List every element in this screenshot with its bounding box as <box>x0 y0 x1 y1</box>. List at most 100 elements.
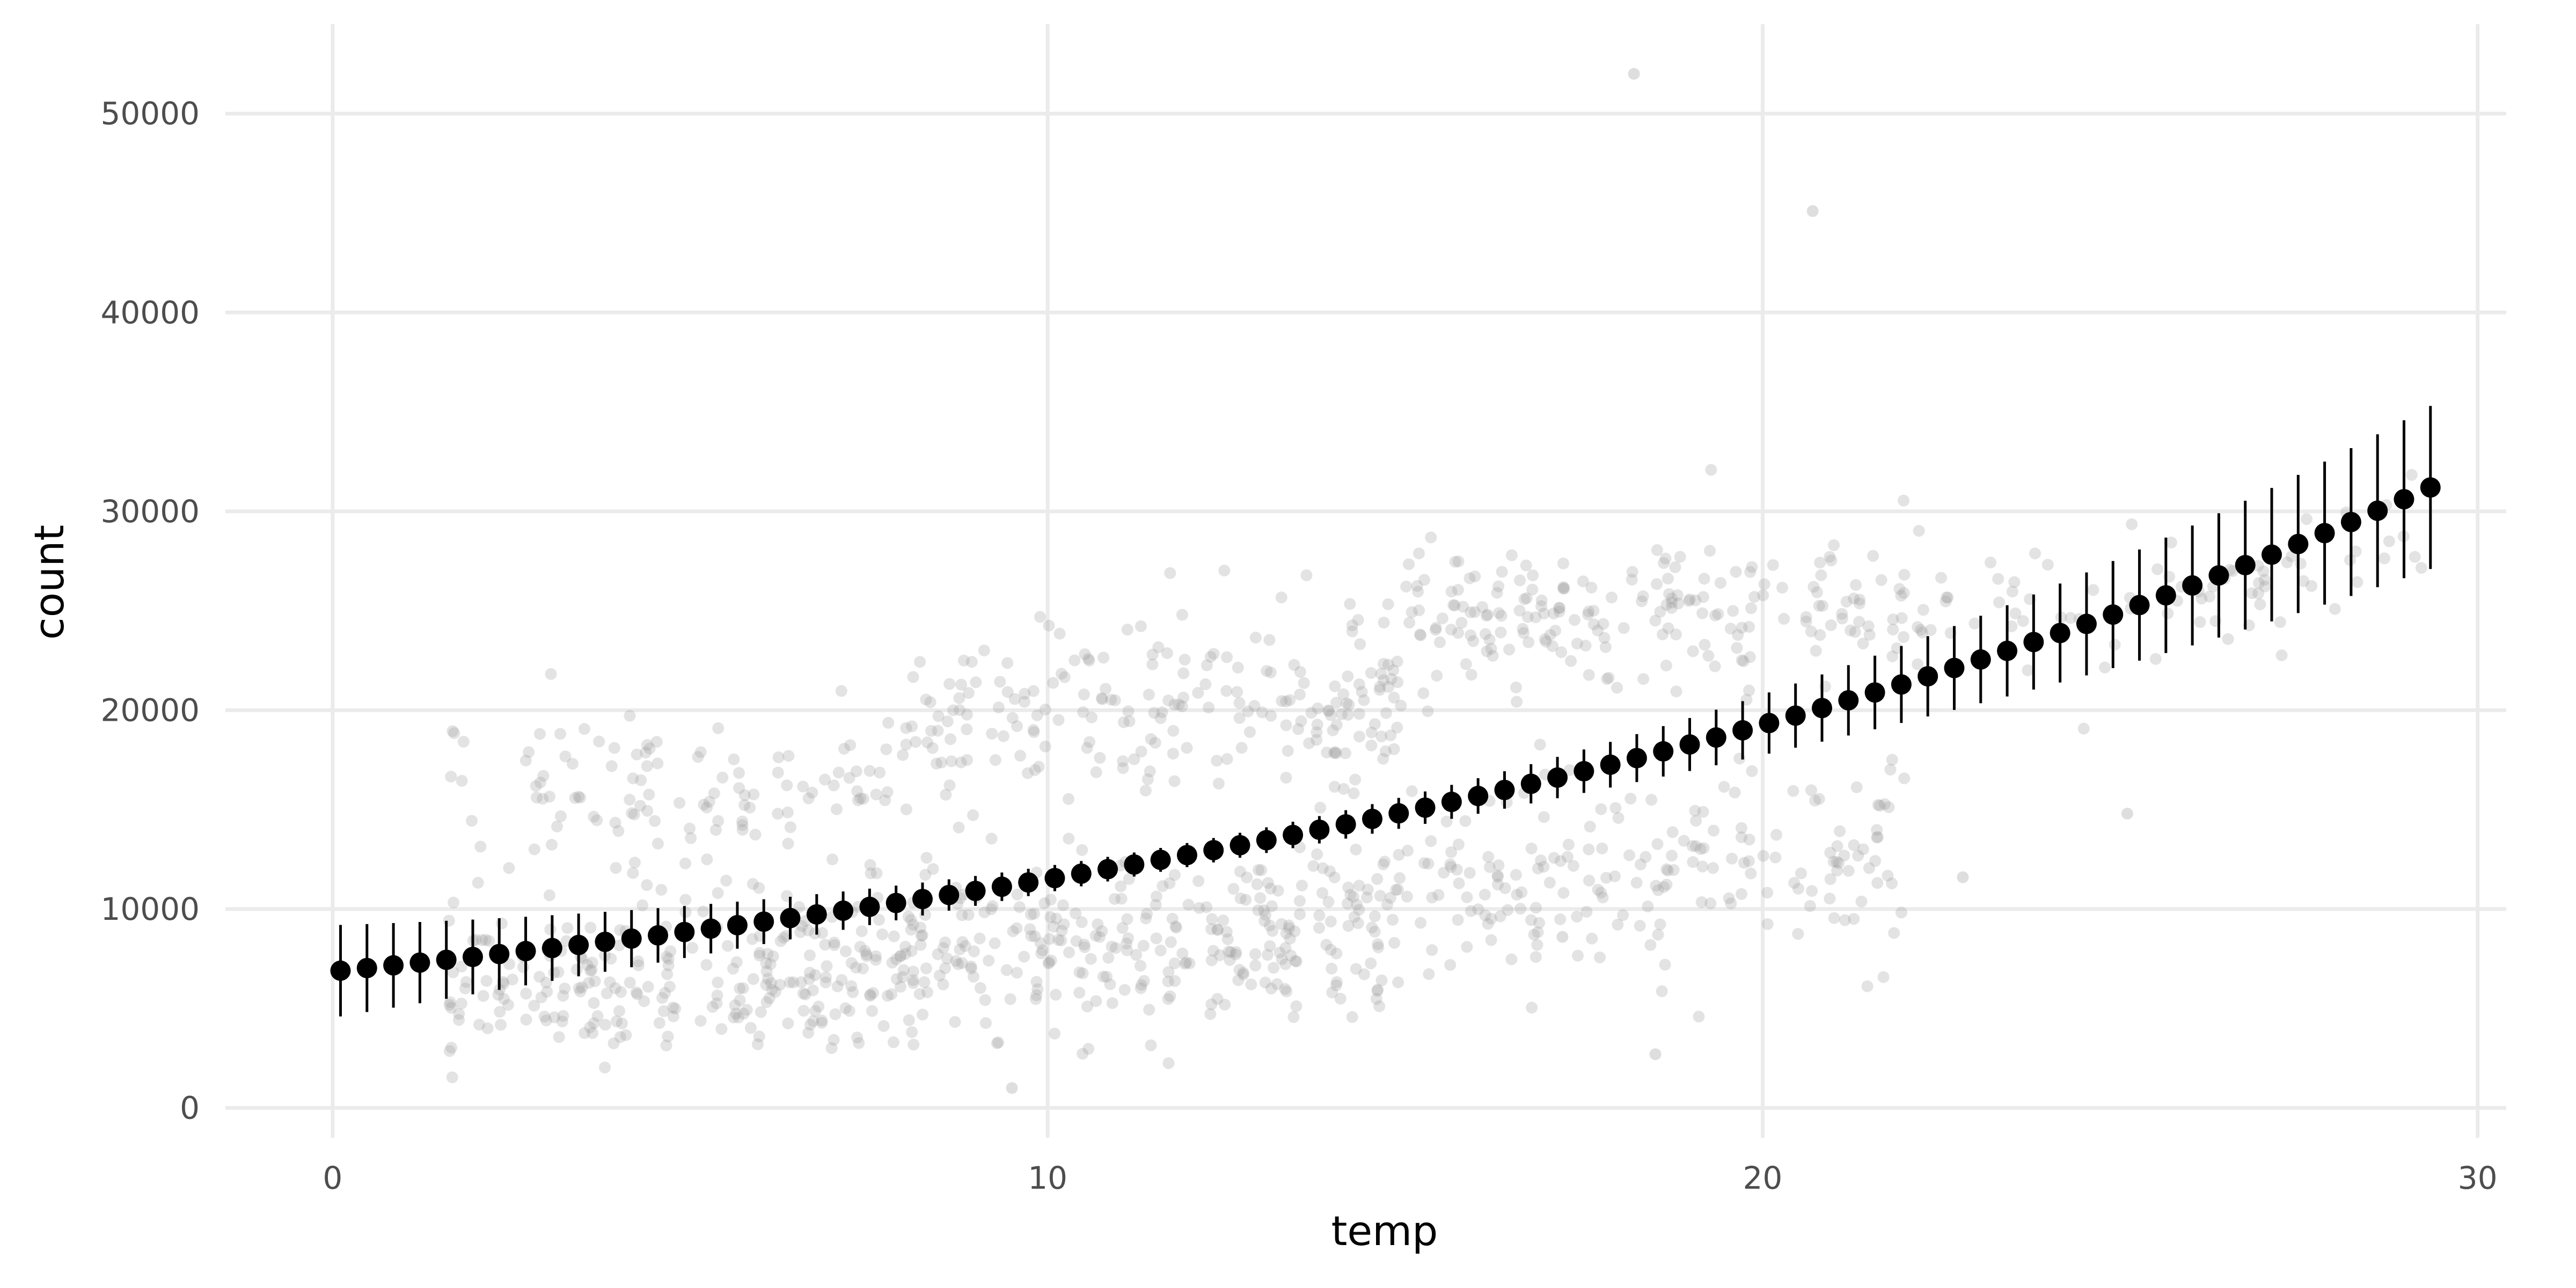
raw-point <box>1736 831 1748 844</box>
raw-point <box>949 1016 961 1028</box>
fit-point <box>727 914 748 935</box>
raw-point <box>828 936 840 949</box>
raw-point <box>1168 869 1181 881</box>
raw-point <box>1445 624 1458 636</box>
raw-point <box>1237 967 1249 979</box>
raw-point <box>641 804 654 817</box>
raw-point <box>1182 898 1195 911</box>
raw-point <box>914 939 927 951</box>
raw-point <box>1234 892 1247 905</box>
raw-point <box>1394 872 1406 884</box>
raw-point <box>1469 570 1481 583</box>
raw-point <box>1993 596 2006 609</box>
raw-point <box>897 971 909 983</box>
fit-point <box>1653 741 1674 762</box>
raw-point <box>701 853 713 866</box>
raw-point <box>1109 893 1121 905</box>
raw-point <box>2257 565 2270 577</box>
raw-point <box>1275 591 1287 604</box>
raw-point <box>965 962 977 975</box>
raw-point <box>767 950 779 962</box>
raw-point <box>537 770 550 782</box>
raw-point <box>584 964 597 977</box>
raw-point <box>1554 913 1567 926</box>
raw-point <box>584 921 597 934</box>
raw-point <box>1135 960 1147 972</box>
raw-point <box>2029 547 2041 560</box>
raw-point <box>456 960 468 972</box>
raw-point <box>1139 785 1152 797</box>
raw-point <box>656 992 669 1004</box>
raw-point <box>1013 901 1026 913</box>
raw-point <box>1056 925 1068 937</box>
raw-point <box>1130 949 1143 961</box>
raw-point <box>991 1037 1003 1049</box>
raw-point <box>1453 877 1465 890</box>
raw-point <box>843 772 855 784</box>
raw-point <box>445 771 457 783</box>
raw-point <box>1440 815 1453 828</box>
raw-point <box>736 824 749 836</box>
raw-point <box>554 810 567 822</box>
raw-point <box>1422 705 1434 718</box>
raw-point <box>1295 715 1307 727</box>
raw-point <box>931 757 943 770</box>
raw-point <box>1895 589 1907 602</box>
raw-point <box>455 997 467 1009</box>
fit-point <box>2235 555 2256 576</box>
raw-point <box>674 797 686 809</box>
raw-point <box>2259 580 2271 592</box>
raw-point <box>1280 696 1292 708</box>
raw-point <box>1708 824 1720 837</box>
raw-point <box>1145 1039 1157 1051</box>
raw-point <box>669 1002 682 1015</box>
raw-point <box>1612 918 1624 931</box>
raw-point <box>908 1038 920 1051</box>
raw-point <box>1425 531 1437 544</box>
fit-point <box>2103 604 2124 625</box>
raw-point <box>1109 942 1122 954</box>
raw-point <box>1665 602 1678 614</box>
raw-point <box>1824 892 1836 905</box>
raw-point <box>1048 920 1060 933</box>
raw-point <box>881 990 894 1002</box>
raw-point <box>1529 611 1542 624</box>
raw-point <box>1166 912 1179 925</box>
raw-point <box>1572 949 1584 962</box>
raw-point <box>1004 993 1016 1005</box>
raw-point <box>1583 669 1595 681</box>
raw-point <box>1800 611 1812 623</box>
raw-point <box>520 1013 532 1026</box>
raw-point <box>1483 634 1496 646</box>
raw-point <box>1483 861 1496 873</box>
raw-point <box>636 899 649 911</box>
raw-point <box>1252 864 1264 876</box>
raw-point <box>1218 565 1231 577</box>
raw-point <box>1652 884 1664 896</box>
raw-point <box>829 1008 841 1020</box>
raw-point <box>877 1020 890 1032</box>
raw-point <box>1342 708 1354 721</box>
raw-point <box>1011 888 1023 901</box>
raw-point <box>588 997 600 1009</box>
raw-point <box>1100 683 1112 695</box>
raw-point <box>1288 658 1300 671</box>
raw-point <box>1279 983 1291 995</box>
raw-point <box>897 749 909 761</box>
raw-point <box>1073 986 1086 999</box>
raw-point <box>694 1015 707 1027</box>
raw-point <box>1482 918 1494 930</box>
fit-point <box>2208 565 2229 586</box>
raw-point <box>881 786 894 799</box>
raw-point <box>1433 636 1446 648</box>
raw-point <box>1788 877 1801 889</box>
y-tick-label: 40000 <box>100 294 200 331</box>
raw-point <box>1874 800 1886 812</box>
raw-point <box>1358 968 1370 980</box>
raw-point <box>588 1017 600 1029</box>
raw-point <box>1431 670 1443 682</box>
raw-point <box>574 792 587 804</box>
raw-point <box>1848 839 1860 851</box>
raw-point <box>573 982 585 994</box>
raw-point <box>1373 1000 1386 1013</box>
